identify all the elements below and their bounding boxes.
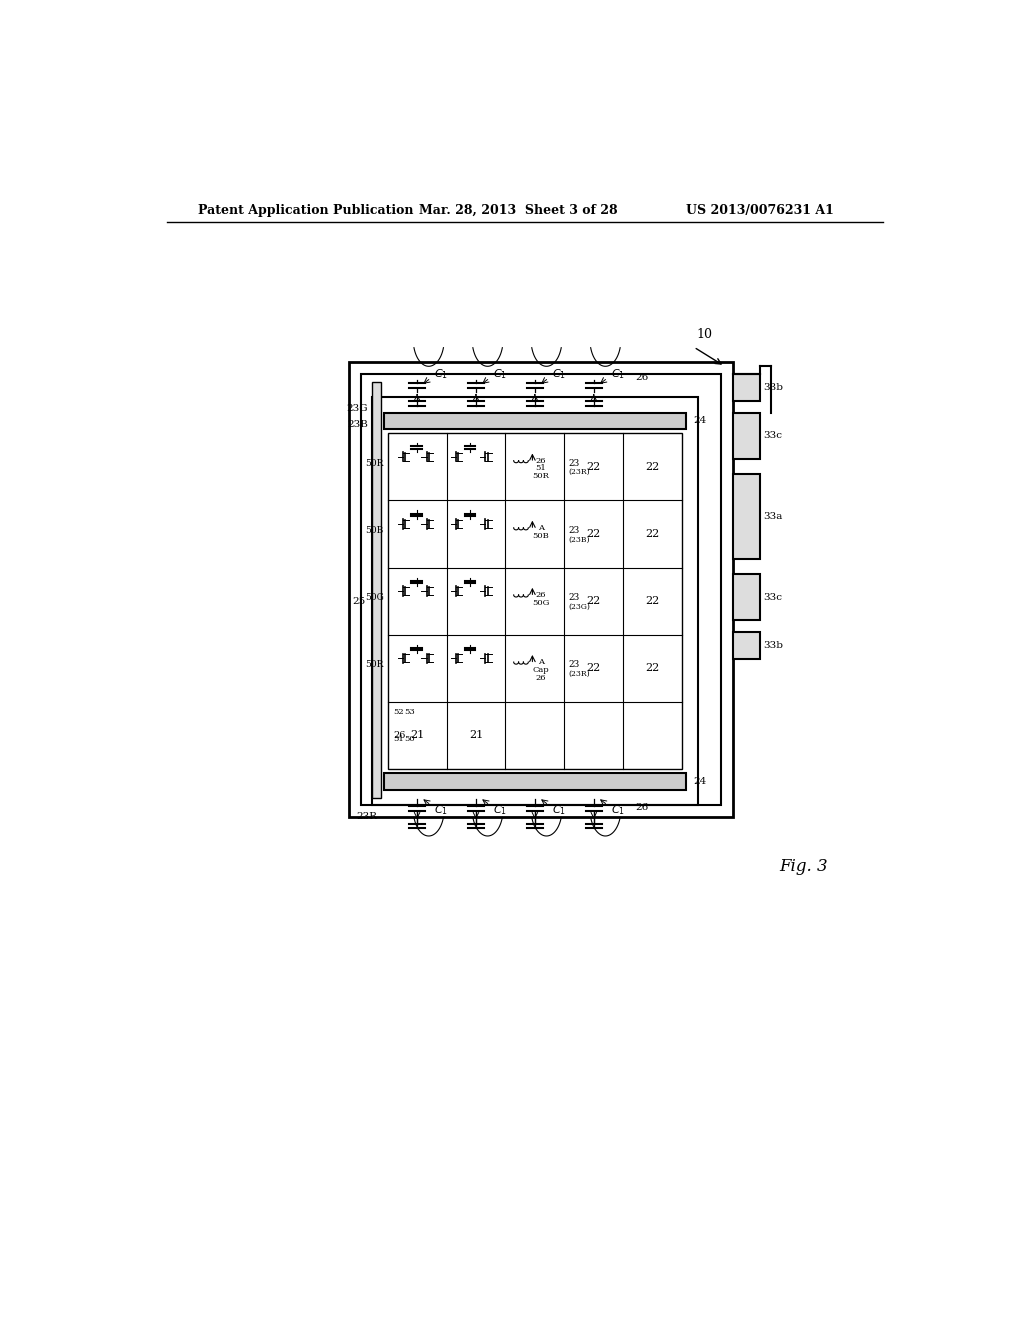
Text: 22: 22 xyxy=(645,597,659,606)
Text: 33c: 33c xyxy=(764,593,782,602)
Text: $C_1$: $C_1$ xyxy=(611,804,625,817)
Text: 26: 26 xyxy=(536,457,546,465)
Text: 26: 26 xyxy=(536,591,546,599)
Text: 23: 23 xyxy=(568,660,580,669)
Text: 23: 23 xyxy=(568,593,580,602)
Text: 50G: 50G xyxy=(532,599,550,607)
Text: 23R: 23R xyxy=(356,812,378,821)
Text: Cap: Cap xyxy=(532,665,549,673)
Bar xyxy=(732,474,760,558)
Text: $C_1$: $C_1$ xyxy=(434,367,449,381)
Text: 22: 22 xyxy=(645,529,659,539)
Text: $C_1$: $C_1$ xyxy=(434,804,449,817)
Text: 10: 10 xyxy=(696,327,712,341)
Text: Fig. 3: Fig. 3 xyxy=(779,858,827,875)
Text: 51: 51 xyxy=(393,735,403,743)
Text: 50G: 50G xyxy=(365,593,384,602)
Text: (23B): (23B) xyxy=(568,536,590,544)
Bar xyxy=(360,374,721,805)
Text: 22: 22 xyxy=(587,597,601,606)
Text: 50R: 50R xyxy=(532,473,549,480)
Text: 22: 22 xyxy=(645,663,659,673)
Bar xyxy=(384,774,686,789)
Text: Patent Application Publication: Patent Application Publication xyxy=(198,205,414,218)
Text: 50R: 50R xyxy=(366,459,384,469)
Text: 23: 23 xyxy=(568,458,580,467)
Text: $C_1$: $C_1$ xyxy=(493,804,507,817)
Bar xyxy=(732,374,760,401)
Text: 50B: 50B xyxy=(532,532,549,540)
Text: 33c: 33c xyxy=(764,432,782,440)
Text: 33a: 33a xyxy=(764,512,783,521)
Text: A: A xyxy=(538,659,544,667)
Bar xyxy=(388,433,682,770)
Bar xyxy=(384,412,686,429)
Text: 50B: 50B xyxy=(366,527,384,535)
Text: 22: 22 xyxy=(645,462,659,471)
Text: 23: 23 xyxy=(568,525,580,535)
Bar xyxy=(732,632,760,659)
Text: 26: 26 xyxy=(393,731,406,741)
Text: 33b: 33b xyxy=(764,383,783,392)
Bar xyxy=(372,381,381,797)
Text: 33b: 33b xyxy=(764,640,783,649)
Text: $C_1$: $C_1$ xyxy=(493,367,507,381)
Text: 23B: 23B xyxy=(347,420,369,429)
Text: 23G: 23G xyxy=(347,404,369,413)
Text: 24: 24 xyxy=(693,777,707,785)
Text: $C_1$: $C_1$ xyxy=(611,367,625,381)
Text: (23R): (23R) xyxy=(568,469,590,477)
Text: Mar. 28, 2013  Sheet 3 of 28: Mar. 28, 2013 Sheet 3 of 28 xyxy=(419,205,617,218)
Text: 22: 22 xyxy=(587,663,601,673)
Text: 26: 26 xyxy=(635,803,648,812)
Text: 25: 25 xyxy=(352,597,366,606)
Text: 24: 24 xyxy=(693,417,707,425)
Text: $C_1$: $C_1$ xyxy=(552,804,566,817)
Text: 26: 26 xyxy=(635,374,648,383)
Text: 52: 52 xyxy=(393,708,403,715)
Text: 50: 50 xyxy=(404,735,416,743)
Text: 26: 26 xyxy=(536,673,546,681)
Text: US 2013/0076231 A1: US 2013/0076231 A1 xyxy=(686,205,834,218)
Text: 21: 21 xyxy=(469,730,483,741)
Text: 50R: 50R xyxy=(366,660,384,669)
Text: A: A xyxy=(538,524,544,532)
Text: 53: 53 xyxy=(404,708,416,715)
Bar xyxy=(372,397,697,805)
Text: 22: 22 xyxy=(587,462,601,471)
Text: (23R): (23R) xyxy=(568,669,590,677)
Text: 21: 21 xyxy=(410,730,424,741)
Text: 22: 22 xyxy=(587,529,601,539)
Text: $C_1$: $C_1$ xyxy=(552,367,566,381)
Bar xyxy=(349,363,732,817)
Bar xyxy=(732,412,760,459)
Text: (23G): (23G) xyxy=(568,602,590,611)
Bar xyxy=(732,574,760,620)
Text: 51: 51 xyxy=(536,465,546,473)
